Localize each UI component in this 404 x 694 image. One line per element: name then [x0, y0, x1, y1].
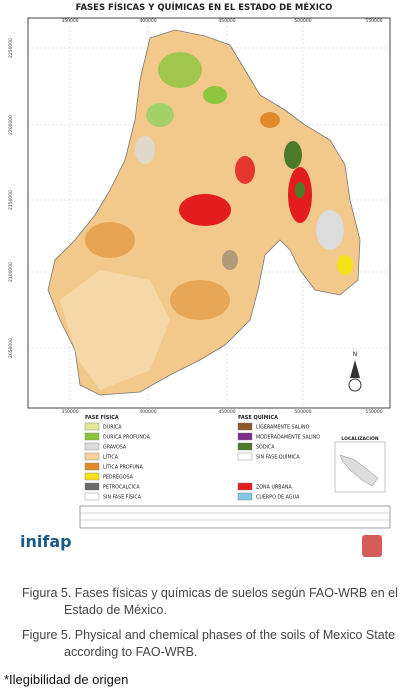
legend-label: SIN FASE QUÍMICA: [256, 454, 300, 461]
legend-swatch: [84, 422, 100, 431]
x-coord-label: 350000: [61, 18, 78, 24]
legend-label: LIGERAMENTE SALINO: [256, 425, 310, 431]
x-coord-label: 350000: [61, 409, 78, 415]
x-coord-label: 500000: [294, 409, 311, 415]
x-coord-label: 550000: [365, 409, 382, 415]
y-coord-label: 2200000: [8, 115, 14, 135]
logo: inifap: [20, 532, 72, 551]
north-label: N: [353, 351, 358, 358]
figure: FASES FÍSICAS Y QUÍMICAS EN EL ESTADO DE…: [8, 1, 391, 557]
info-table: [79, 505, 391, 529]
legend-title: FASE FÍSICA: [85, 413, 119, 421]
legend-label: DÚRICA: [103, 424, 122, 431]
map-title: FASES FÍSICAS Y QUÍMICAS EN EL ESTADO DE…: [76, 1, 333, 13]
legend-swatch: [84, 482, 100, 491]
y-coord-label: 2050000: [8, 338, 14, 358]
location-label: LOCALIZACIÓN: [341, 435, 378, 442]
legend-label: MODERADAMENTE SALINO: [256, 435, 320, 441]
north-arrow: [348, 360, 362, 392]
x-coord-label: 550000: [365, 18, 382, 24]
legend-label: SÓDICA: [256, 444, 275, 451]
legend-swatch: [84, 442, 100, 451]
legend-label: ZONA URBANA: [256, 485, 292, 491]
x-coord-label: 500000: [294, 18, 311, 24]
legend-swatch: [237, 432, 253, 441]
legend-swatch: [84, 462, 100, 471]
caption-en: Figure 5. Physical and chemical phases o…: [22, 628, 396, 659]
legend-label: DÚRICA PROFUNDA: [103, 434, 151, 441]
legend-swatch: [84, 432, 100, 441]
x-coord-label: 400000: [139, 18, 156, 24]
location-shape: [339, 454, 379, 487]
caption-es: Figura 5. Fases físicas y químicas de su…: [22, 586, 398, 617]
crest: [362, 535, 382, 557]
legend-swatch: [237, 492, 253, 501]
legend-label: LÍTICA PROFUNA: [103, 464, 143, 471]
y-coord-label: 2150000: [8, 190, 14, 210]
legend-label: PETROCALCICA: [103, 485, 140, 491]
legend-label: PEDREGOSA: [103, 475, 134, 481]
x-coord-label: 400000: [139, 409, 156, 415]
legend-swatch: [84, 472, 100, 481]
y-coord-label: 2100000: [8, 262, 14, 282]
legend-title: FASE QUÍMICA: [238, 413, 278, 421]
legend-swatch: [237, 452, 253, 461]
legend-label: LÍTICA: [103, 454, 119, 461]
legend-label: GRAVOSA: [103, 445, 127, 451]
legend-label: CUERPO DE AGUA: [256, 495, 300, 501]
state-map: [47, 29, 361, 396]
legend-swatch: [84, 492, 100, 501]
note: *Ilegibilidad de origen: [4, 672, 129, 687]
legend-swatch: [237, 482, 253, 491]
legend-swatch: [237, 442, 253, 451]
x-coord-label: 450000: [218, 409, 235, 415]
x-coord-label: 450000: [218, 18, 235, 24]
legend-label: SIN FASE FÍSICA: [103, 494, 142, 501]
legend-swatch: [84, 452, 100, 461]
y-coord-label: 2250000: [8, 38, 14, 58]
legend-swatch: [237, 422, 253, 431]
